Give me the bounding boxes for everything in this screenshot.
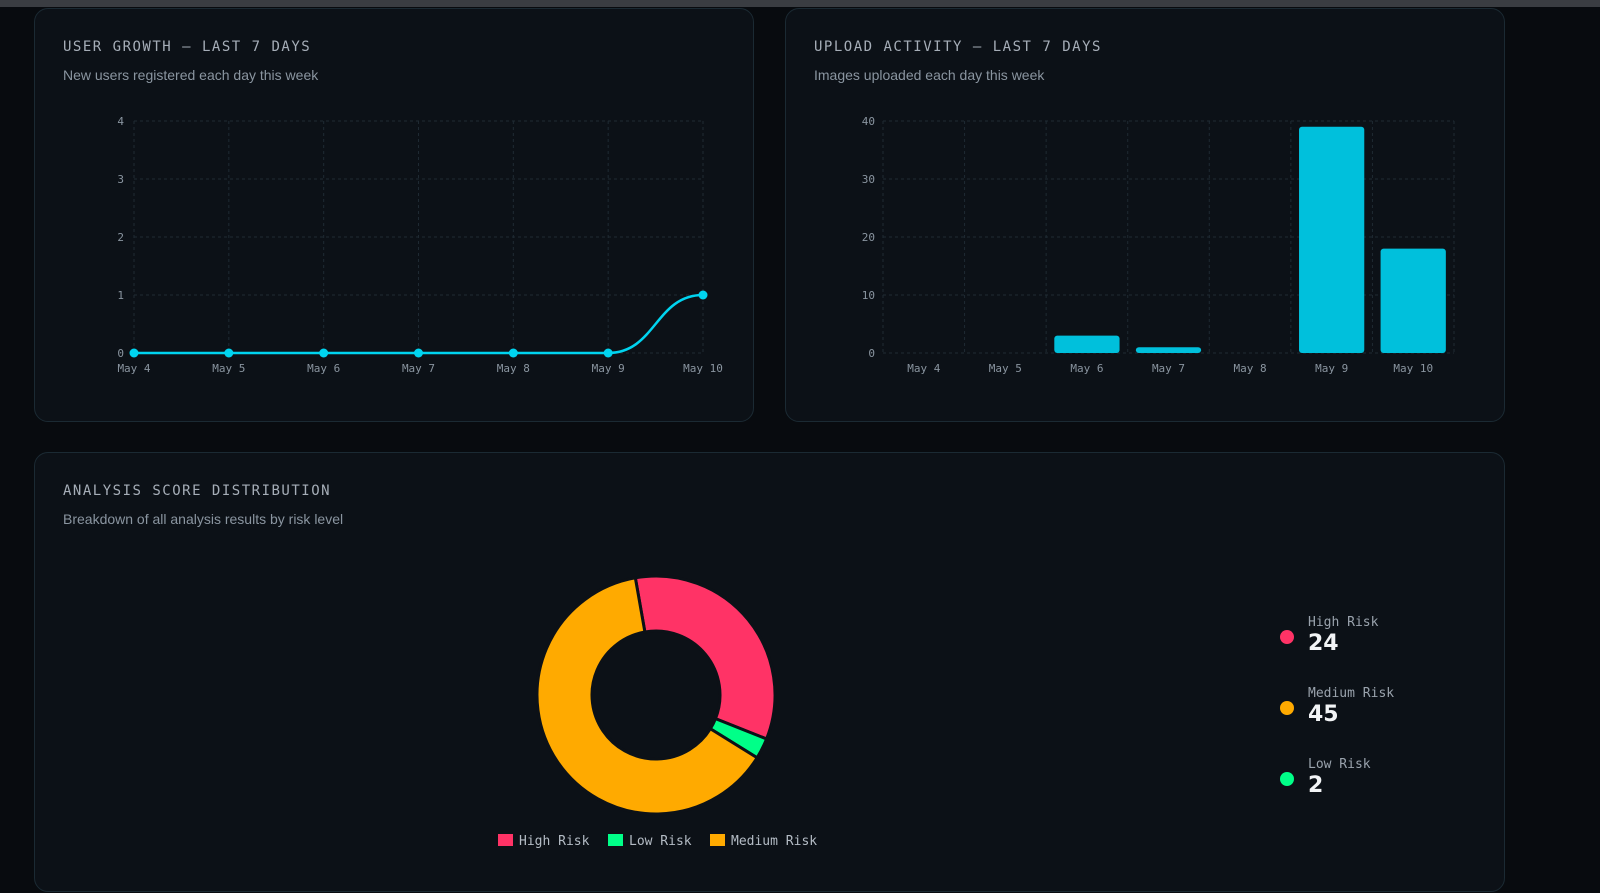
y-tick-label: 4 xyxy=(117,115,124,128)
legend-label: High Risk xyxy=(519,834,590,849)
data-point xyxy=(414,348,423,358)
bar xyxy=(1135,347,1202,353)
x-tick-label: May 7 xyxy=(402,362,435,375)
y-tick-label: 0 xyxy=(868,347,875,360)
summary-label: Medium Risk xyxy=(1308,686,1395,701)
x-tick-label: May 8 xyxy=(1234,362,1267,375)
score-distribution-card: ANALYSIS SCORE DISTRIBUTION Breakdown of… xyxy=(34,452,1505,892)
x-tick-label: May 10 xyxy=(1393,362,1433,375)
summary-value: 24 xyxy=(1308,631,1339,656)
low-risk-dot xyxy=(1280,772,1294,786)
bar xyxy=(1054,335,1120,353)
line-chart-group: 0 1 2 3 4 May 4 May 5 May 6 May 7 May 8 May 9 May 1… xyxy=(117,115,723,375)
top-bar xyxy=(0,0,1600,7)
legend-label: Low Risk xyxy=(629,834,692,849)
data-point xyxy=(603,348,613,358)
data-point xyxy=(129,348,139,358)
upload-activity-title: UPLOAD ACTIVITY — LAST 7 DAYS xyxy=(814,39,1102,55)
high-risk-dot xyxy=(1280,630,1294,644)
score-distribution-chart: High Risk Low Risk Medium Risk xyxy=(498,574,817,849)
data-point xyxy=(508,348,518,358)
y-tick-label: 40 xyxy=(862,115,875,128)
y-tick-label: 10 xyxy=(862,289,875,302)
x-tick-label: May 5 xyxy=(212,362,245,375)
data-point xyxy=(224,348,234,358)
upload-activity-card: UPLOAD ACTIVITY — LAST 7 DAYS Images upl… xyxy=(785,8,1505,422)
legend-label: Medium Risk xyxy=(731,834,817,849)
summary-value: 2 xyxy=(1308,773,1324,798)
user-growth-subtitle: New users registered each day this week xyxy=(63,67,319,83)
pie-slice xyxy=(633,574,777,741)
x-tick-label: May 4 xyxy=(907,362,940,375)
summary-label: Low Risk xyxy=(1308,757,1371,772)
x-tick-label: May 6 xyxy=(1070,362,1103,375)
y-tick-label: 20 xyxy=(862,231,875,244)
x-tick-label: May 4 xyxy=(117,362,150,375)
legend-swatch xyxy=(710,834,725,846)
score-distribution-title: ANALYSIS SCORE DISTRIBUTION xyxy=(63,483,332,499)
score-distribution-subtitle: Breakdown of all analysis results by ris… xyxy=(63,511,344,527)
data-point xyxy=(698,290,708,300)
legend-swatch xyxy=(498,834,513,846)
summary-medium-risk: Medium Risk 45 xyxy=(1280,686,1480,746)
pie-slice xyxy=(535,576,760,816)
user-growth-chart: 0 1 2 3 4 May 4 May 5 May 6 May 7 May 8 May 9 May 1… xyxy=(117,115,723,375)
bar xyxy=(1299,126,1365,353)
x-tick-label: May 6 xyxy=(307,362,340,375)
x-tick-label: May 9 xyxy=(592,362,625,375)
y-tick-label: 1 xyxy=(117,289,124,302)
y-tick-label: 30 xyxy=(862,173,875,186)
data-point xyxy=(319,348,329,358)
y-tick-label: 3 xyxy=(117,173,124,186)
x-tick-label: May 10 xyxy=(683,362,723,375)
bar xyxy=(1380,248,1446,353)
x-tick-label: May 5 xyxy=(989,362,1022,375)
x-tick-label: May 9 xyxy=(1315,362,1348,375)
summary-label: High Risk xyxy=(1308,615,1379,630)
doughnut-group: High Risk Low Risk Medium Risk xyxy=(498,574,817,849)
medium-risk-dot xyxy=(1280,701,1294,715)
summary-high-risk: High Risk 24 xyxy=(1280,615,1480,675)
summary-value: 45 xyxy=(1308,702,1339,727)
upload-activity-chart: 0 10 20 30 40 May 4 May 5 May 6 May 7 May 8 May 9 M… xyxy=(862,115,1455,375)
x-tick-label: May 8 xyxy=(497,362,530,375)
x-tick-label: May 7 xyxy=(1152,362,1185,375)
summary-low-risk: Low Risk 2 xyxy=(1280,757,1480,817)
user-growth-card: USER GROWTH — LAST 7 DAYS New users regi… xyxy=(34,8,754,422)
legend-swatch xyxy=(608,834,623,846)
upload-activity-subtitle: Images uploaded each day this week xyxy=(814,67,1045,83)
bar-chart-group: 0 10 20 30 40 May 4 May 5 May 6 May 7 May 8 May 9 M… xyxy=(862,115,1455,375)
user-growth-title: USER GROWTH — LAST 7 DAYS xyxy=(63,39,312,55)
y-tick-label: 2 xyxy=(117,231,124,244)
y-tick-label: 0 xyxy=(117,347,124,360)
